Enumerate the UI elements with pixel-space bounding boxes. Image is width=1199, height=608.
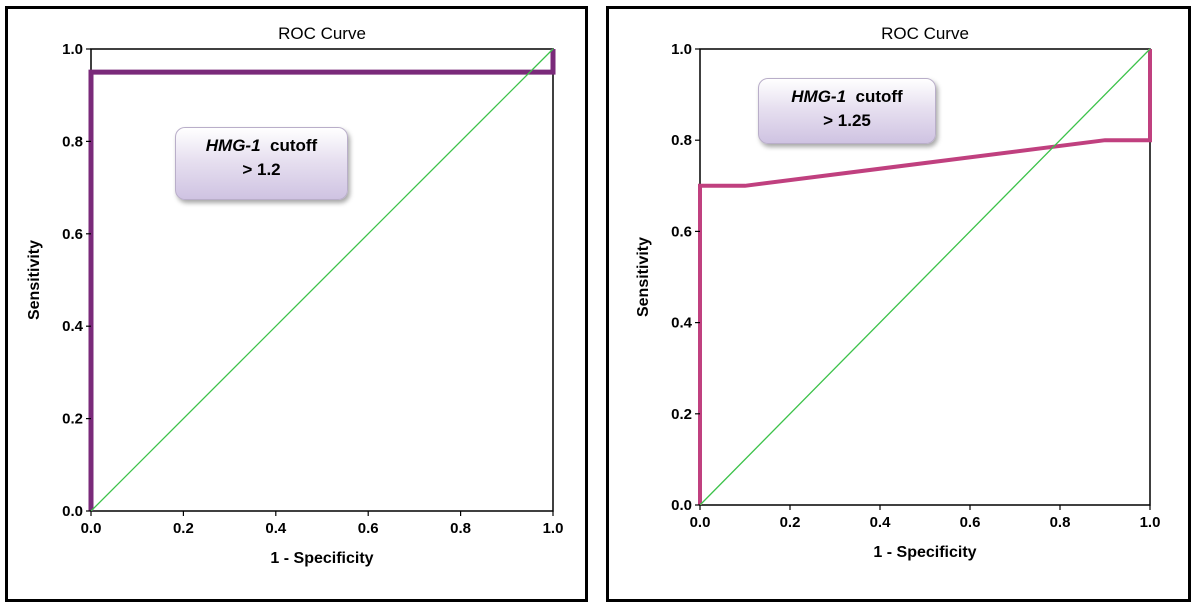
y-tick-label: 0.6 <box>62 226 83 243</box>
roc-chart-right-svg: ROC Curve 0.0 0.2 0.4 0.6 0.8 1.0 0.0 0.2 0.4 0.6 0… <box>635 24 1161 561</box>
cutoff-marker: HMG-1 <box>205 136 261 155</box>
x-tick-label: 0.6 <box>358 520 379 537</box>
x-tick-label: 0.0 <box>690 514 711 531</box>
y-tick-label: 0.8 <box>671 132 692 149</box>
y-tick-label: 1.0 <box>62 41 83 58</box>
roc-chart-left-svg: ROC Curve 0.0 0.2 0.4 0.6 0.8 1.0 0.0 0.2 0.4 0.6 0… <box>26 24 564 567</box>
x-axis-label: 1 - Specificity <box>270 550 373 567</box>
cutoff-label: cutoff <box>270 136 318 155</box>
cutoff-value: > 1.2 <box>242 160 281 179</box>
y-tick-label: 0.0 <box>62 503 83 520</box>
roc-chart-right: ROC Curve 0.0 0.2 0.4 0.6 0.8 1.0 0.0 0.2 0.4 0.6 0… <box>606 6 1191 602</box>
x-tick-label: 0.8 <box>1050 514 1071 531</box>
x-tick-label: 0.6 <box>960 514 981 531</box>
chart-title: ROC Curve <box>881 24 969 43</box>
cutoff-marker: HMG-1 <box>791 87 847 106</box>
cutoff-value: > 1.25 <box>823 111 871 130</box>
y-tick-label: 0.0 <box>671 497 692 514</box>
cutoff-annotation-right: HMG-1 cutoff > 1.25 <box>758 78 936 144</box>
roc-curve-line <box>698 49 1152 505</box>
y-tick-label: 0.8 <box>62 133 83 150</box>
y-axis-label: Sensitivity <box>635 237 652 317</box>
y-tick-label: 0.6 <box>671 223 692 240</box>
y-tick-label: 0.4 <box>62 318 84 335</box>
x-tick-label: 0.0 <box>81 520 102 537</box>
x-tick-label: 0.2 <box>173 520 194 537</box>
y-axis-label: Sensitivity <box>26 240 43 320</box>
cutoff-annotation-left: HMG-1 cutoff > 1.2 <box>175 127 348 200</box>
roc-curve-line <box>88 49 556 511</box>
x-tick-label: 1.0 <box>543 520 564 537</box>
x-tick-label: 0.2 <box>780 514 801 531</box>
x-tick-label: 0.8 <box>450 520 471 537</box>
x-tick-label: 1.0 <box>1140 514 1161 531</box>
y-tick-label: 0.2 <box>62 411 83 428</box>
x-axis-label: 1 - Specificity <box>873 544 976 561</box>
y-tick-label: 0.4 <box>671 315 693 332</box>
cutoff-label: cutoff <box>855 87 903 106</box>
roc-chart-left: ROC Curve 0.0 0.2 0.4 0.6 0.8 1.0 0.0 0.2 0.4 0.6 0… <box>5 6 588 602</box>
x-tick-label: 0.4 <box>265 520 287 537</box>
reference-diagonal-line <box>90 48 554 512</box>
y-tick-label: 0.2 <box>671 406 692 423</box>
chart-title: ROC Curve <box>278 24 366 43</box>
reference-diagonal-line <box>699 48 1151 506</box>
x-tick-label: 0.4 <box>870 514 892 531</box>
y-tick-label: 1.0 <box>671 41 692 58</box>
